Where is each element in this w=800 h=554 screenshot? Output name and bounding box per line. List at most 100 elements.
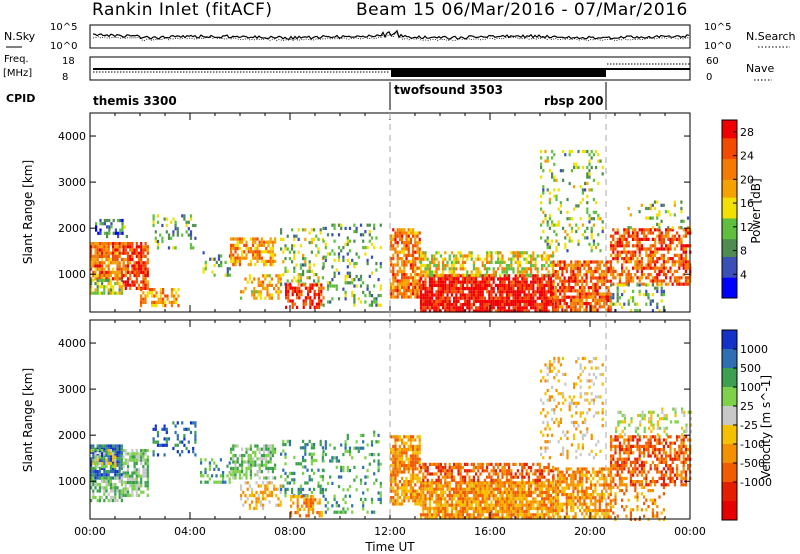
data-cell <box>499 299 502 303</box>
data-cell <box>433 306 436 310</box>
data-cell <box>414 483 417 487</box>
data-cell <box>466 299 469 303</box>
data-cell <box>541 290 544 294</box>
data-cell <box>475 280 478 284</box>
data-cell <box>583 273 586 277</box>
data-cell <box>116 245 119 249</box>
data-cell <box>129 477 132 481</box>
data-cell <box>576 276 579 280</box>
data-cell <box>676 231 679 235</box>
data-cell <box>307 507 310 511</box>
data-cell <box>510 513 513 517</box>
data-cell <box>486 280 489 284</box>
data-cell <box>94 248 97 252</box>
data-cell <box>101 457 104 461</box>
freq-panel: Freq. [MHz] 18 8 60 0 Nave <box>3 54 774 83</box>
data-cell <box>420 303 423 307</box>
data-cell <box>351 258 354 262</box>
data-cell <box>285 305 288 309</box>
data-cell <box>431 287 434 291</box>
data-cell <box>204 467 207 471</box>
data-cell <box>109 291 112 295</box>
data-cell <box>342 507 345 511</box>
data-cell <box>351 281 354 285</box>
data-cell <box>510 267 513 271</box>
data-cell <box>324 446 327 450</box>
data-cell <box>477 283 480 287</box>
data-cell <box>394 263 397 267</box>
data-cell <box>331 233 334 237</box>
data-cell <box>508 283 511 287</box>
data-cell <box>254 240 257 244</box>
data-cell <box>576 292 579 296</box>
data-cell <box>126 477 130 481</box>
data-cell <box>546 220 549 224</box>
data-cell <box>543 306 546 310</box>
data-cell <box>321 237 324 241</box>
data-cell <box>581 276 584 280</box>
data-cell <box>439 503 442 507</box>
data-cell <box>481 299 484 303</box>
data-cell <box>122 487 125 491</box>
data-cell <box>412 438 415 442</box>
data-cell <box>96 473 99 477</box>
data-cell <box>585 260 588 264</box>
data-cell <box>412 467 415 471</box>
data-cell <box>488 510 491 514</box>
data-cell <box>589 305 593 309</box>
data-cell <box>649 203 652 207</box>
data-cell <box>313 289 316 293</box>
data-cell <box>483 500 486 504</box>
data-cell <box>583 263 586 267</box>
data-cell <box>170 294 173 298</box>
data-cell <box>412 480 415 484</box>
data-cell <box>267 476 270 480</box>
data-cell <box>319 487 322 491</box>
data-cell <box>466 484 469 488</box>
data-cell <box>131 452 134 456</box>
data-cell <box>137 274 141 278</box>
data-cell <box>424 283 427 287</box>
data-cell <box>120 444 123 448</box>
data-cell <box>405 448 408 452</box>
data-cell <box>457 251 460 255</box>
data-cell <box>638 283 641 287</box>
data-cell <box>660 253 663 257</box>
data-cell <box>551 239 554 243</box>
data-cell <box>464 494 467 498</box>
data-cell <box>317 250 320 254</box>
data-cell <box>202 251 205 255</box>
data-cell <box>116 444 119 448</box>
data-cell <box>135 477 138 481</box>
data-cell <box>470 481 473 485</box>
data-cell <box>464 299 467 303</box>
data-cell <box>435 303 438 307</box>
data-cell <box>479 293 482 297</box>
data-cell <box>450 277 453 281</box>
data-cell <box>610 266 613 270</box>
data-cell <box>307 514 310 518</box>
data-cell <box>592 223 595 227</box>
data-cell <box>107 264 110 268</box>
data-cell <box>548 191 551 195</box>
data-cell <box>394 250 397 254</box>
data-cell <box>114 254 117 258</box>
data-cell <box>366 469 369 473</box>
data-cell <box>412 253 415 257</box>
data-cell <box>118 248 121 252</box>
data-cell <box>109 463 112 467</box>
data-cell <box>290 504 293 508</box>
data-cell <box>238 263 241 267</box>
data-cell <box>581 223 584 227</box>
data-cell <box>154 236 157 240</box>
data-cell <box>403 253 406 257</box>
data-cell <box>390 448 393 452</box>
data-cell <box>241 250 244 254</box>
data-cell <box>578 302 582 306</box>
data-cell <box>288 443 291 447</box>
data-cell <box>362 501 365 505</box>
data-cell <box>118 463 121 467</box>
data-cell <box>461 267 464 271</box>
data-cell <box>116 460 119 464</box>
data-cell <box>107 444 110 448</box>
